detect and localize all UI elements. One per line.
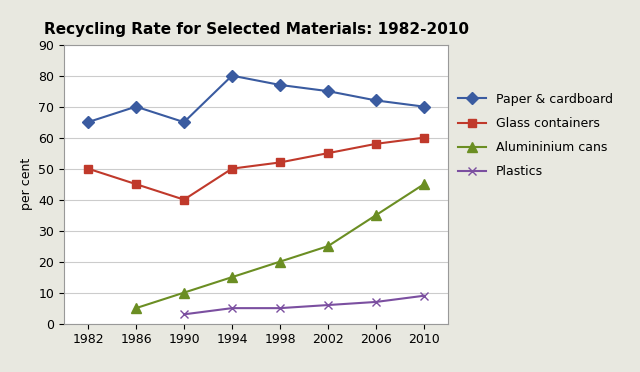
Alumininium cans [228, 275, 236, 279]
Paper & cardboard [420, 105, 428, 109]
Paper & cardboard [276, 83, 284, 87]
Plastics [228, 306, 236, 310]
Line: Paper & cardboard: Paper & cardboard [84, 71, 428, 126]
Line: Plastics: Plastics [180, 292, 428, 318]
Plastics [180, 312, 188, 317]
Glass containers [180, 198, 188, 202]
Alumininium cans [276, 259, 284, 264]
Paper & cardboard [324, 89, 332, 93]
Plastics [372, 300, 380, 304]
Plastics [276, 306, 284, 310]
Alumininium cans [420, 182, 428, 186]
Plastics [324, 303, 332, 307]
Title: Recycling Rate for Selected Materials: 1982-2010: Recycling Rate for Selected Materials: 1… [44, 22, 468, 36]
Paper & cardboard [180, 120, 188, 124]
Glass containers [324, 151, 332, 155]
Alumininium cans [324, 244, 332, 248]
Plastics [420, 294, 428, 298]
Alumininium cans [180, 291, 188, 295]
Alumininium cans [132, 306, 140, 310]
Glass containers [132, 182, 140, 186]
Glass containers [276, 160, 284, 165]
Legend: Paper & cardboard, Glass containers, Alumininium cans, Plastics: Paper & cardboard, Glass containers, Alu… [458, 93, 612, 179]
Paper & cardboard [84, 120, 92, 124]
Paper & cardboard [228, 73, 236, 78]
Line: Glass containers: Glass containers [84, 134, 428, 204]
Glass containers [372, 142, 380, 146]
Alumininium cans [372, 213, 380, 217]
Line: Alumininium cans: Alumininium cans [131, 179, 429, 313]
Glass containers [228, 166, 236, 171]
Paper & cardboard [132, 105, 140, 109]
Glass containers [84, 166, 92, 171]
Paper & cardboard [372, 98, 380, 103]
Y-axis label: per cent: per cent [20, 158, 33, 210]
Glass containers [420, 135, 428, 140]
